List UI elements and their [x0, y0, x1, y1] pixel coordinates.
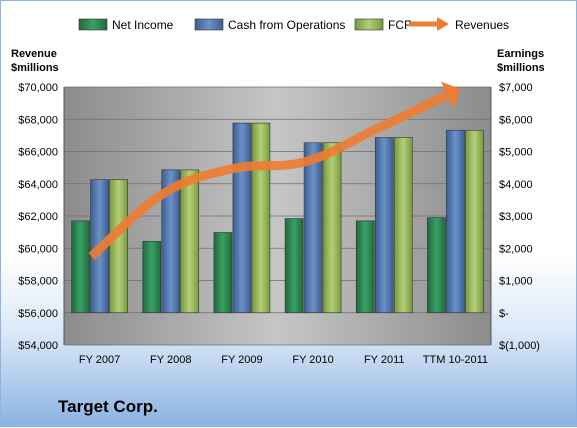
legend-fcf-label: FCF: [388, 18, 411, 32]
legend-cash-from-operations-swatch: [194, 18, 224, 31]
right-tick-label: $4,000: [499, 179, 533, 191]
bar-fcf-2: [251, 122, 271, 314]
left-tick-label: $64,000: [18, 179, 58, 191]
right-tick-label: $7,000: [499, 82, 533, 94]
x-tick-label: FY 2008: [150, 354, 191, 366]
right-axis-title-2: $millions: [497, 62, 545, 74]
left-tick-label: $60,000: [18, 243, 58, 255]
bar-net-income-3: [284, 218, 304, 314]
left-axis-title-1: Revenue: [11, 48, 57, 60]
right-tick-label: $(1,000): [499, 340, 540, 352]
legend-fcf-swatch: [354, 18, 384, 31]
left-axis-title-2: $millions: [11, 62, 59, 74]
bar-fcf-1: [180, 169, 200, 314]
right-tick-label: $3,000: [499, 211, 533, 223]
bar-net-income-1: [142, 241, 162, 314]
x-tick-label: FY 2010: [292, 354, 333, 366]
bar-net-income-2: [213, 232, 233, 314]
bar-fcf-3: [322, 142, 342, 314]
right-tick-label: $2,000: [499, 243, 533, 255]
right-tick-label: $1,000: [499, 276, 533, 288]
legend-revenues-arrow: [437, 17, 449, 31]
left-tick-label: $56,000: [18, 308, 58, 320]
right-axis-title-1: Earnings: [497, 48, 544, 60]
bar-fcf-0: [109, 179, 128, 314]
left-tick-label: $58,000: [18, 276, 58, 288]
bar-cash-from-operations-3: [303, 142, 323, 314]
x-tick-label: FY 2011: [364, 354, 405, 366]
x-tick-label: FY 2009: [221, 354, 262, 366]
left-tick-label: $66,000: [18, 147, 58, 159]
bar-cash-from-operations-4: [374, 137, 394, 314]
left-tick-label: $54,000: [18, 340, 58, 352]
legend-cash-from-operations-label: Cash from Operations: [228, 18, 345, 32]
revenue-arrowhead: [440, 81, 461, 109]
left-tick-label: $68,000: [18, 114, 58, 126]
x-tick-label: TTM 10-2011: [423, 354, 488, 366]
bar-cash-from-operations-5: [446, 129, 465, 314]
right-tick-label: $5,000: [499, 147, 533, 159]
x-tick-label: FY 2007: [79, 354, 120, 366]
bar-fcf-5: [465, 129, 484, 314]
legend-net-income-swatch: [78, 18, 108, 31]
bar-cash-from-operations-1: [161, 169, 181, 314]
revenue-line: [88, 91, 450, 260]
company-title: Target Corp.: [58, 397, 158, 416]
bar-net-income-4: [355, 220, 375, 314]
right-tick-label: $-: [499, 308, 509, 320]
bar-cash-from-operations-2: [232, 122, 252, 314]
right-tick-label: $6,000: [499, 114, 533, 126]
bar-net-income-5: [427, 217, 446, 314]
left-tick-label: $70,000: [18, 82, 58, 94]
bar-fcf-4: [393, 137, 413, 314]
legend-net-income-label: Net Income: [112, 18, 174, 32]
left-tick-label: $62,000: [18, 211, 58, 223]
legend-revenues-label: Revenues: [455, 18, 509, 32]
bar-net-income-0: [71, 220, 90, 314]
